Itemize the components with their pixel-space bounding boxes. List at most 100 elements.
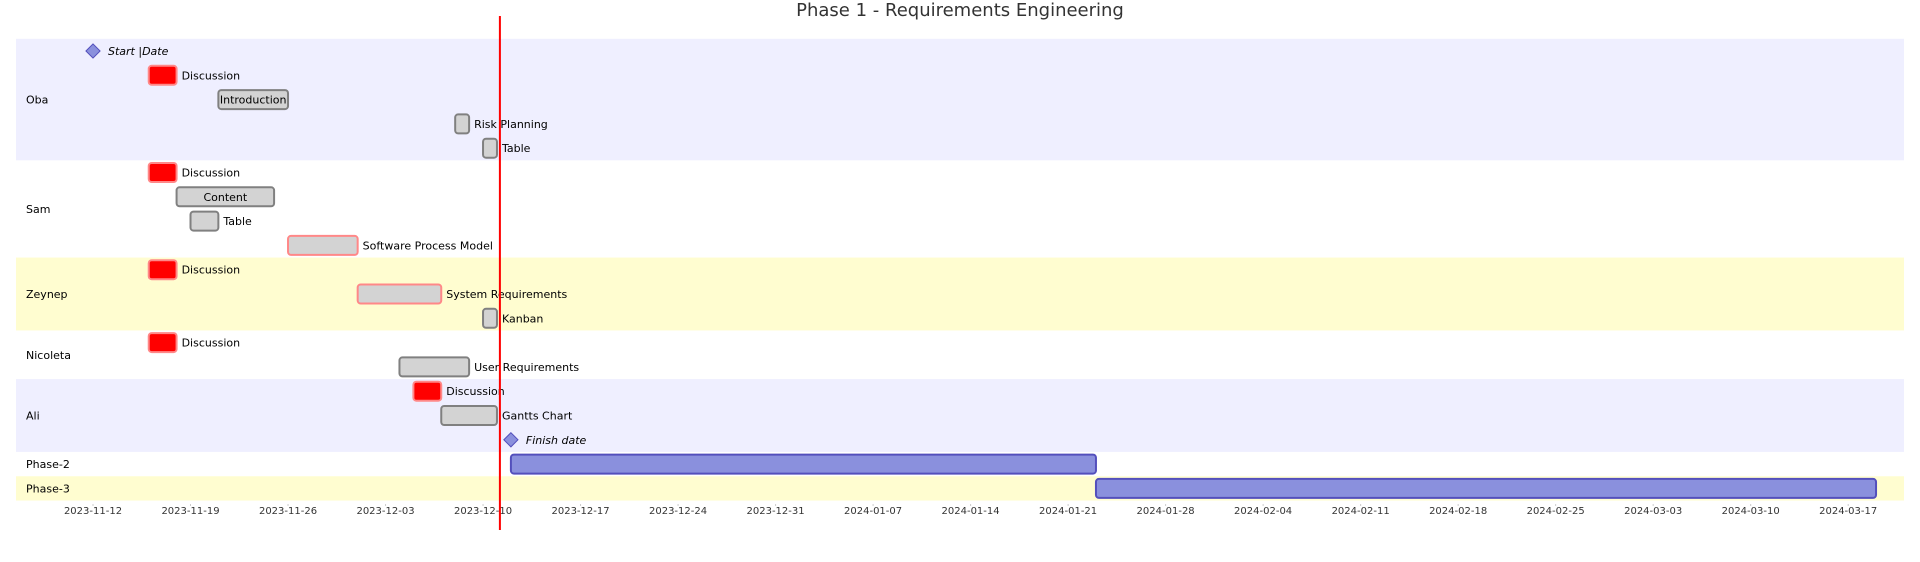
x-tick: 2024-02-18: [1429, 504, 1487, 517]
task-system-requirements: System Requirements: [356, 283, 568, 305]
milestone-marker: Finish date: [503, 432, 587, 448]
section-band-ali: [16, 379, 1904, 452]
task-bar: [189, 210, 220, 232]
task-discussion: Discussion: [412, 380, 505, 402]
task-label: Introduction: [220, 94, 287, 107]
task-bar: [1094, 477, 1878, 499]
tick-label: 2024-01-21: [1039, 506, 1097, 517]
task-label: Discussion: [182, 264, 241, 277]
task-label: Gantts Chart: [502, 410, 573, 423]
x-tick: 2024-01-07: [844, 504, 902, 517]
tick-label: 2023-12-24: [649, 506, 707, 517]
tick-label: 2024-01-07: [844, 506, 902, 517]
tick-label: 2024-03-03: [1624, 506, 1682, 517]
task-bar: [217, 89, 290, 111]
task-risk-planning: Risk Planning: [454, 113, 548, 135]
task-introduction: Introduction: [217, 89, 290, 111]
section-label: Ali: [26, 410, 40, 423]
x-tick: 2023-12-24: [649, 504, 707, 517]
task-label: User Requirements: [474, 361, 579, 374]
x-tick: 2024-02-11: [1332, 504, 1390, 517]
chart-title: Phase 1 - Requirements Engineering: [796, 0, 1124, 21]
task-bar: [482, 307, 498, 329]
section-label: Zeynep: [26, 288, 68, 301]
task-label: Kanban: [502, 312, 543, 325]
task-label: Discussion: [182, 337, 241, 350]
x-tick: 2023-11-19: [161, 504, 220, 517]
grid-ticks: 2023-11-12 2023-11-19 2023-11-26 2023-12-03…: [64, 504, 1877, 517]
task-discussion: Discussion: [147, 64, 241, 86]
tick-label: 2024-02-11: [1332, 506, 1390, 517]
x-tick: 2023-11-12: [64, 504, 122, 517]
task-bar: [454, 113, 471, 135]
task-label: Software Process Model: [363, 239, 493, 252]
task-label: Risk Planning: [474, 118, 548, 131]
section-bands: [16, 38, 1904, 501]
section-band-zeynep: [16, 257, 1904, 331]
task-discussion: Discussion: [147, 332, 241, 354]
section-label: Phase-3: [26, 482, 70, 495]
task-label: Discussion: [182, 69, 241, 82]
task-bar: [147, 64, 178, 86]
task-phase: [509, 453, 1097, 475]
x-tick: 2023-12-03: [356, 504, 415, 517]
task-label: Content: [203, 191, 247, 204]
milestone-marker: Start |Date: [85, 43, 169, 59]
x-tick: 2024-01-21: [1039, 504, 1097, 517]
task-bar: [175, 186, 276, 208]
task-label: Table: [222, 215, 252, 228]
x-tick: 2023-12-10: [454, 504, 512, 517]
task-table: Table: [482, 137, 531, 159]
x-tick: 2024-03-10: [1722, 504, 1780, 517]
task-bar: [482, 137, 498, 159]
x-tick: 2023-12-31: [747, 504, 805, 517]
tick-label: 2023-12-03: [356, 506, 414, 517]
task-software-process-model: Software Process Model: [287, 234, 493, 256]
section-label: Phase-2: [26, 458, 70, 471]
task-label: Table: [501, 142, 531, 155]
milestone-label: Start |Date: [108, 45, 169, 58]
task-discussion: Discussion: [147, 162, 241, 183]
task-bar: [356, 283, 443, 305]
tick-label: 2023-11-12: [64, 506, 122, 517]
tick-label: 2024-03-17: [1819, 506, 1877, 517]
section-band-oba: [16, 38, 1904, 161]
task-bar: [287, 234, 359, 256]
task-gantts-chart: Gantts Chart: [440, 405, 573, 426]
task-bar: [147, 332, 178, 354]
tick-label: 2023-11-26: [259, 506, 317, 517]
tick-label: 2024-01-28: [1137, 506, 1195, 517]
x-tick: 2023-12-17: [551, 504, 610, 517]
tick-label: 2023-12-17: [551, 506, 609, 517]
task-bar: [440, 405, 498, 426]
tick-label: 2024-02-18: [1429, 506, 1487, 517]
task-bar: [398, 356, 471, 378]
task-bar: [147, 162, 178, 183]
task-bar: [147, 259, 178, 281]
task-discussion: Discussion: [147, 259, 241, 281]
task-user-requirements: User Requirements: [398, 356, 579, 378]
x-tick: 2024-02-25: [1527, 504, 1585, 517]
section-label: Nicoleta: [26, 349, 71, 362]
tick-label: 2024-03-10: [1722, 506, 1780, 517]
x-tick: 2023-11-26: [259, 504, 317, 517]
x-tick: 2024-01-14: [942, 504, 1000, 517]
tick-label: 2024-02-04: [1234, 506, 1292, 517]
tick-label: 2023-11-19: [161, 506, 219, 517]
milestone-diamond: [85, 43, 101, 59]
x-tick: 2024-01-28: [1137, 504, 1195, 517]
task-bars: Start |Date Discussion Introduction Risk Pl…: [85, 43, 1878, 499]
x-tick: 2024-03-03: [1624, 504, 1682, 517]
section-labels: Oba Sam Zeynep Nicoleta Ali Phase-2 Phase-3: [26, 94, 71, 496]
tick-label: 2024-02-25: [1527, 506, 1585, 517]
task-content: Content: [175, 186, 276, 208]
tick-label: 2023-12-31: [747, 506, 805, 517]
task-bar: [509, 453, 1097, 475]
tick-label: 2023-12-10: [454, 506, 512, 517]
section-label: Oba: [26, 94, 48, 107]
x-tick: 2024-03-17: [1819, 504, 1877, 517]
task-table: Table: [189, 210, 252, 232]
x-tick: 2024-02-04: [1234, 504, 1292, 517]
task-label: Discussion: [182, 167, 241, 180]
